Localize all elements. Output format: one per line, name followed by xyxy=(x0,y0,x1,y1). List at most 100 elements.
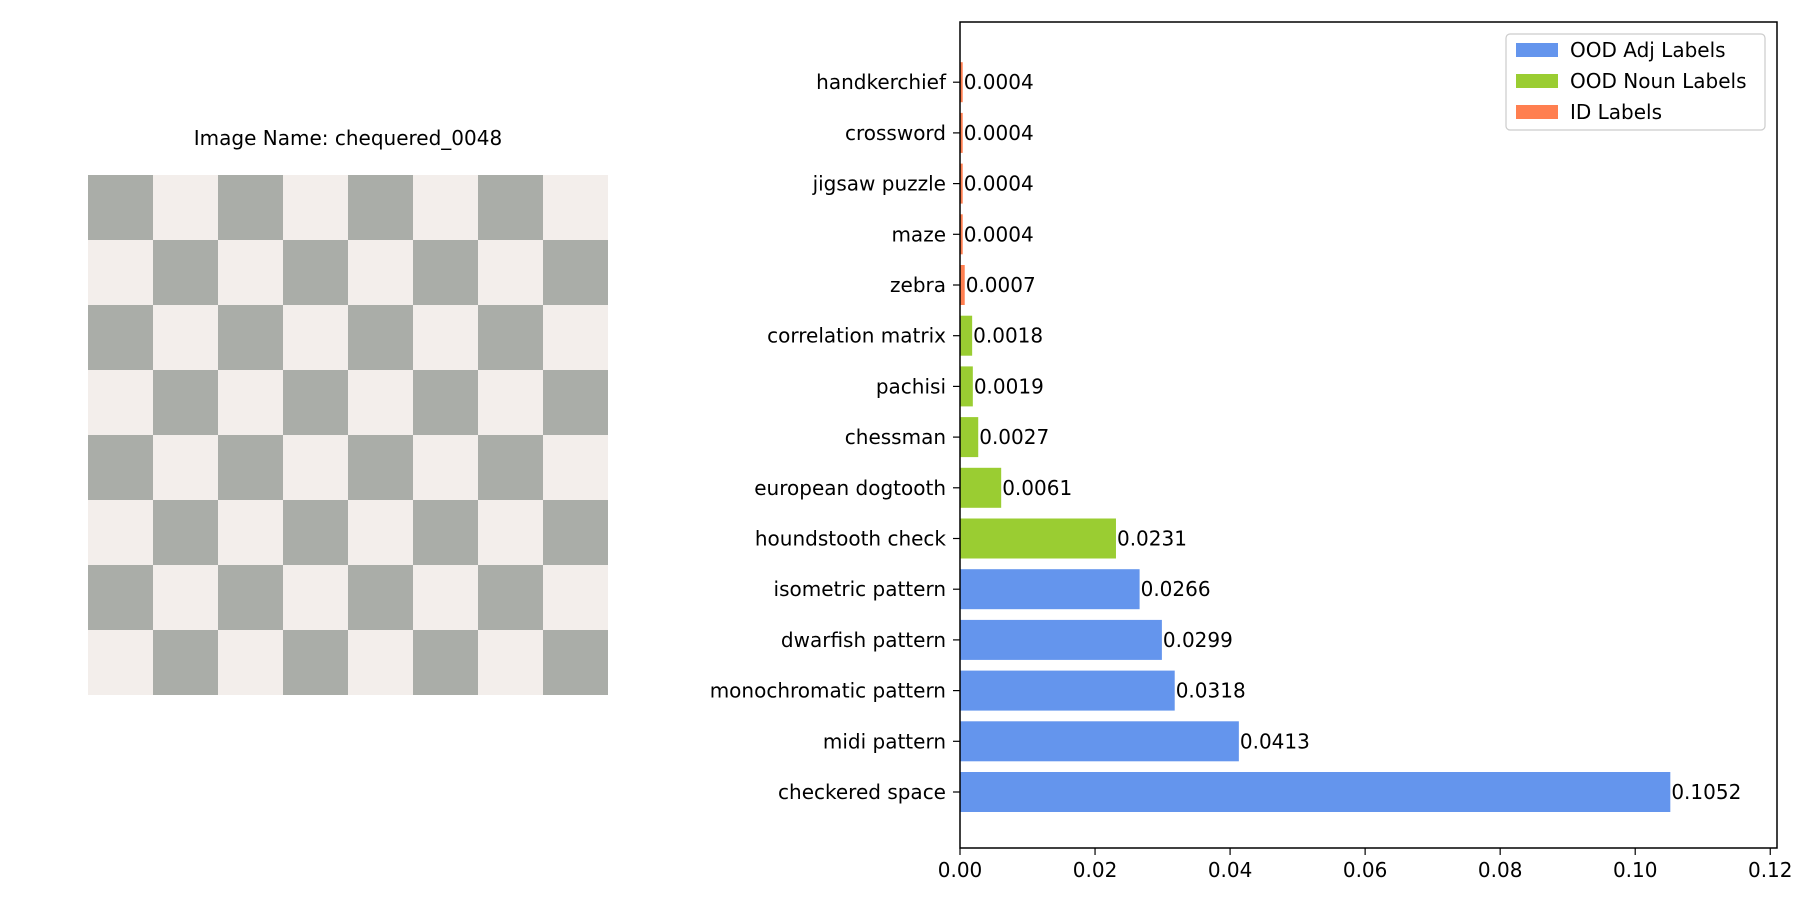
bar-value-label: 0.0231 xyxy=(1117,527,1187,551)
bar xyxy=(960,417,979,458)
checker-square xyxy=(478,500,543,565)
checker-square xyxy=(543,630,608,695)
x-tick-label: 0.08 xyxy=(1478,858,1523,882)
checker-square xyxy=(348,565,413,630)
checker-square xyxy=(543,240,608,305)
checker-square xyxy=(283,500,348,565)
checker-square xyxy=(153,370,218,435)
bar xyxy=(960,366,973,407)
checker-square xyxy=(218,630,283,695)
checker-square xyxy=(478,305,543,370)
checker-square xyxy=(88,305,153,370)
checker-square xyxy=(218,175,283,240)
bar-value-label: 0.0413 xyxy=(1240,729,1310,753)
checker-square xyxy=(88,630,153,695)
legend-label: OOD Adj Labels xyxy=(1570,38,1726,62)
bar xyxy=(960,518,1116,559)
image-title: Image Name: chequered_0048 xyxy=(88,126,608,150)
checker-square xyxy=(543,370,608,435)
bar xyxy=(960,112,963,153)
checker-square xyxy=(153,175,218,240)
checker-square xyxy=(478,565,543,630)
checker-square xyxy=(283,370,348,435)
checker-square xyxy=(413,565,478,630)
checker-square xyxy=(543,435,608,500)
checker-square xyxy=(478,630,543,695)
checker-square xyxy=(413,630,478,695)
checker-square xyxy=(283,240,348,305)
bar-value-label: 0.0007 xyxy=(966,273,1036,297)
legend-swatch xyxy=(1516,105,1558,119)
checkerboard-image xyxy=(88,175,608,695)
bar-value-label: 0.0004 xyxy=(964,222,1034,246)
checker-square xyxy=(543,175,608,240)
bar-value-label: 0.0318 xyxy=(1176,679,1246,703)
bar-value-label: 0.0004 xyxy=(964,70,1034,94)
checker-square xyxy=(543,500,608,565)
checker-square xyxy=(283,305,348,370)
checker-square xyxy=(153,500,218,565)
checker-square xyxy=(88,175,153,240)
checker-square xyxy=(348,305,413,370)
checker-square xyxy=(478,370,543,435)
bar-value-label: 0.0004 xyxy=(964,121,1034,145)
y-tick-label: midi pattern xyxy=(823,729,946,753)
bar xyxy=(960,569,1140,610)
checker-square xyxy=(348,630,413,695)
checker-square xyxy=(88,435,153,500)
checker-square xyxy=(218,500,283,565)
x-tick-label: 0.12 xyxy=(1748,858,1793,882)
checker-square xyxy=(218,240,283,305)
y-tick-label: european dogtooth xyxy=(754,476,946,500)
legend-label: OOD Noun Labels xyxy=(1570,69,1747,93)
checker-square xyxy=(218,305,283,370)
bar xyxy=(960,214,963,255)
legend-swatch xyxy=(1516,43,1558,57)
checker-square xyxy=(478,175,543,240)
image-title-prefix: Image Name: xyxy=(193,126,335,150)
bar-value-label: 0.0027 xyxy=(979,425,1049,449)
checker-square xyxy=(413,240,478,305)
x-tick-label: 0.06 xyxy=(1343,858,1388,882)
checker-square xyxy=(348,175,413,240)
checker-square xyxy=(478,240,543,305)
image-name: chequered_0048 xyxy=(334,126,503,150)
y-tick-label: zebra xyxy=(890,273,946,297)
checker-square xyxy=(413,370,478,435)
checker-square xyxy=(218,370,283,435)
bar-value-label: 0.0266 xyxy=(1141,577,1211,601)
bar xyxy=(960,163,963,204)
x-tick-label: 0.10 xyxy=(1613,858,1658,882)
y-tick-label: dwarfish pattern xyxy=(781,628,946,652)
checker-square xyxy=(218,435,283,500)
checker-square xyxy=(153,305,218,370)
image-panel: Image Name: chequered_0048 xyxy=(0,0,700,900)
checker-square xyxy=(478,435,543,500)
x-tick-label: 0.04 xyxy=(1208,858,1253,882)
bar-value-label: 0.0019 xyxy=(974,374,1044,398)
checker-square xyxy=(348,240,413,305)
bar-value-label: 0.0004 xyxy=(964,172,1034,196)
legend-box xyxy=(1505,33,1766,131)
bar xyxy=(960,265,965,305)
bar xyxy=(960,315,973,356)
y-tick-label: handkerchief xyxy=(816,70,947,94)
checker-square xyxy=(543,305,608,370)
bar xyxy=(960,670,1175,711)
x-tick-label: 0.02 xyxy=(1073,858,1118,882)
bar-value-label: 0.1052 xyxy=(1671,780,1741,804)
plot-frame xyxy=(959,21,1778,849)
y-tick-label: monochromatic pattern xyxy=(710,679,946,703)
bar-value-label: 0.0061 xyxy=(1002,476,1072,500)
bar xyxy=(960,62,963,103)
checker-square xyxy=(88,240,153,305)
checker-square xyxy=(413,435,478,500)
bar xyxy=(960,772,1671,812)
checker-square xyxy=(218,565,283,630)
legend-label: ID Labels xyxy=(1570,100,1662,124)
checker-square xyxy=(413,175,478,240)
y-tick-label: chessman xyxy=(845,425,946,449)
y-tick-label: isometric pattern xyxy=(774,577,946,601)
checker-square xyxy=(283,565,348,630)
checker-square xyxy=(283,435,348,500)
